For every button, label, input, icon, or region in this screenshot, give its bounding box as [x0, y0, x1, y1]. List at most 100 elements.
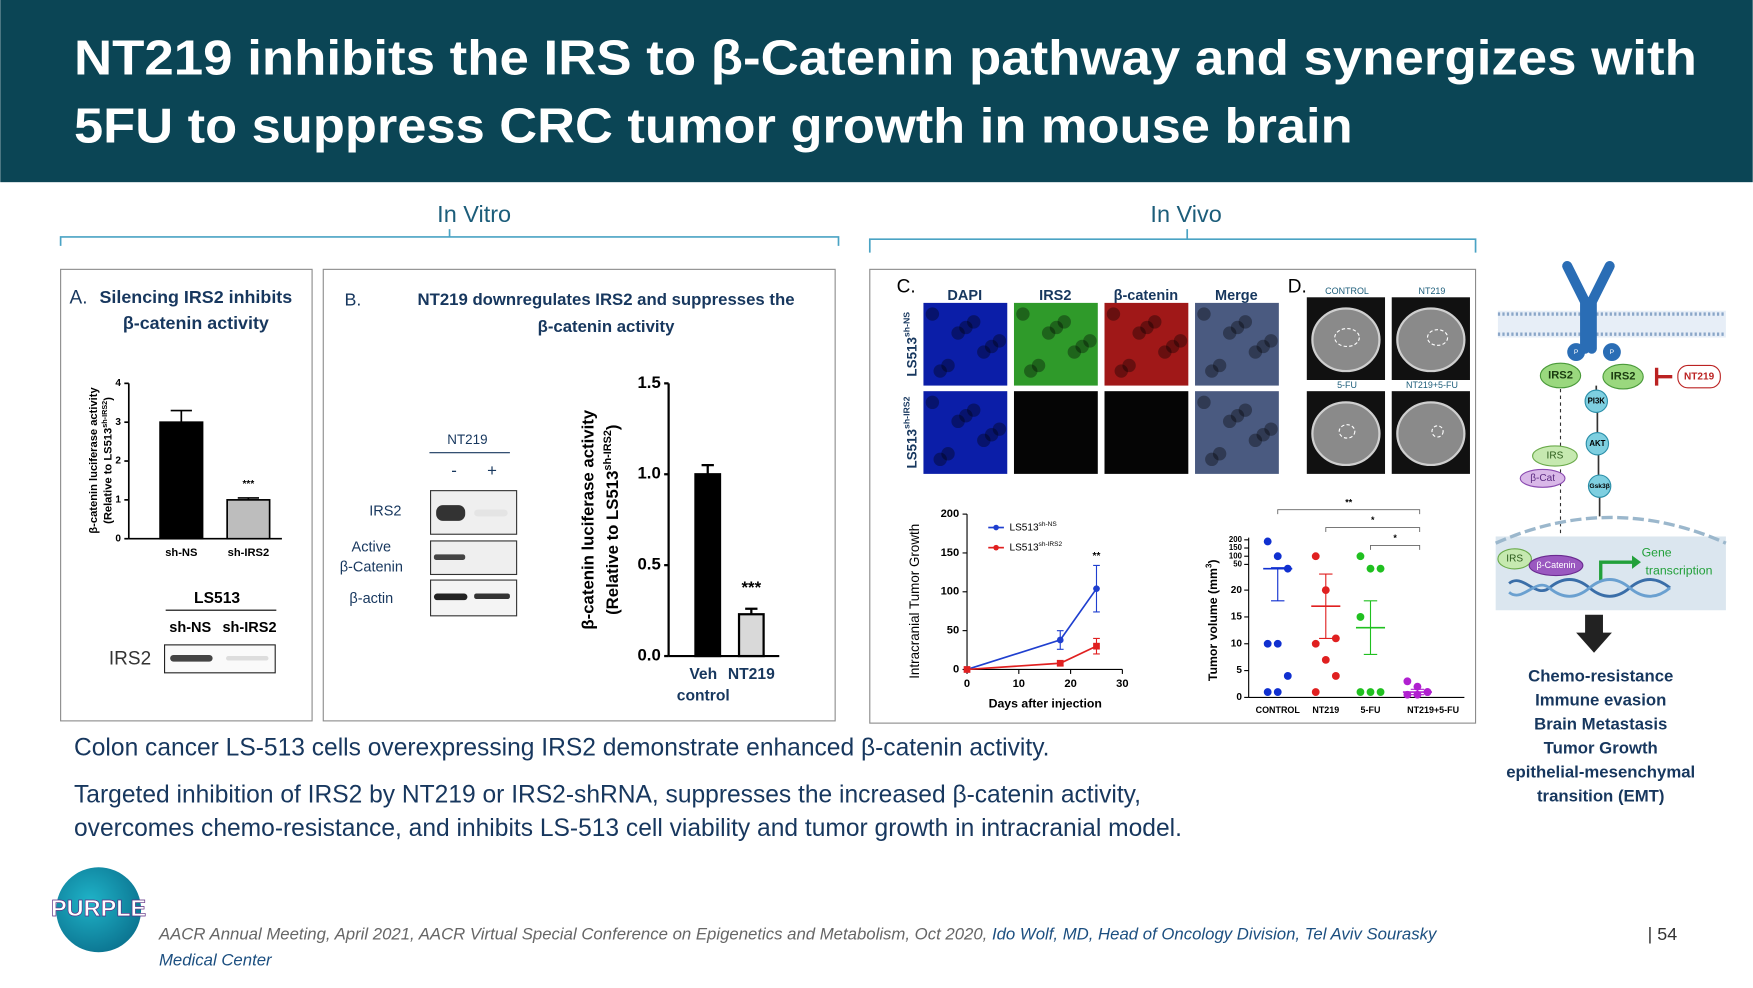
- marker: [1056, 659, 1064, 667]
- y-tick-label: 0.0: [637, 645, 660, 664]
- micrograph-texture: [1230, 409, 1245, 423]
- mri-tumor: [1431, 425, 1444, 438]
- node-label: IRS: [1506, 553, 1523, 564]
- micrograph-texture: [1041, 326, 1056, 340]
- blot-row: β-actin: [349, 591, 393, 607]
- micrograph: [923, 302, 1008, 386]
- y-axis-label: Tumor volume (mm3): [1205, 559, 1220, 681]
- point: [1376, 688, 1385, 696]
- micrograph-texture: [1205, 452, 1219, 467]
- point: [1331, 634, 1340, 643]
- y-axis-label-part: β-catenin luciferase activity: [579, 409, 598, 629]
- blot-lane: sh-IRS2: [222, 620, 276, 636]
- micrograph-texture: [1256, 339, 1270, 354]
- column-label: β-catenin: [1114, 288, 1179, 304]
- micrograph-texture: [1197, 395, 1211, 410]
- micrograph-texture: [1264, 422, 1278, 436]
- line: [966, 588, 1098, 671]
- y-axis-label-part: ): [1206, 559, 1220, 563]
- x-tick-label: 10: [1013, 678, 1025, 690]
- point: [1273, 639, 1282, 648]
- blot-lane: sh-NS: [169, 620, 211, 636]
- blot-band: [170, 654, 213, 662]
- y-tick-label: 3: [115, 417, 121, 428]
- y-axis-label-part: (Relative to LS513: [603, 471, 622, 615]
- panel-letter: D.: [1288, 276, 1307, 297]
- micrograph-texture: [1057, 315, 1071, 329]
- citation-part: AACR Annual Meeting, April 2021, AACR Vi…: [158, 925, 992, 944]
- row-label: LS513sh-IRS2: [902, 396, 919, 468]
- micrograph-texture: [1132, 326, 1146, 340]
- body-text: Targeted inhibition of IRS2 by NT219 or …: [74, 781, 1141, 808]
- panel-letter: C.: [897, 276, 916, 297]
- point: [1273, 688, 1282, 696]
- row-label-part: LS513: [904, 337, 919, 377]
- sem-bar: [1410, 688, 1425, 696]
- pathway: P P IRS2 IRS2 NT219 PI3K AKT Gsk3β IRS β…: [1494, 260, 1727, 653]
- sem-bar: [1271, 567, 1285, 602]
- image-label: 5-FU: [1337, 380, 1357, 390]
- y-tick-label: 150: [1229, 543, 1243, 552]
- micrograph-texture: [959, 320, 973, 335]
- x-tick-label: control: [677, 687, 730, 704]
- micrograph-texture: [1256, 428, 1270, 442]
- body-text: Colon cancer LS-513 cells overexpressing…: [74, 734, 1049, 761]
- y-tick-label: 1.0: [637, 464, 660, 483]
- node-label: P: [1574, 349, 1579, 356]
- outcomes: Chemo-resistance Immune evasion Brain Meta…: [1506, 667, 1695, 806]
- y-tick-label: 0.5: [637, 555, 660, 574]
- error-bar: [170, 409, 192, 423]
- nuclear-envelope: [1494, 515, 1727, 545]
- annotation: ***: [243, 479, 255, 490]
- node-label: Gene: [1642, 545, 1672, 559]
- micrograph-texture: [1212, 358, 1227, 373]
- significance-bracket: [1325, 527, 1421, 532]
- micrograph-texture: [1024, 364, 1038, 378]
- y-axis-label: (Relative to LS513sh-IRS2): [100, 397, 115, 524]
- mri-brain: [1396, 307, 1466, 373]
- citation: AACR Annual Meeting, April 2021, AACR Vi…: [158, 925, 1438, 944]
- panel-title: NT219 downregulates IRS2 and suppresses …: [418, 290, 795, 309]
- micrograph-texture: [1158, 345, 1172, 359]
- panel-frame: [60, 268, 313, 722]
- y-tick-label: 0: [1236, 692, 1242, 703]
- micrograph-texture: [1122, 358, 1136, 373]
- outcome: Chemo-resistance: [1528, 667, 1673, 686]
- x-tick-label: sh-IRS2: [228, 547, 270, 559]
- micrograph-texture: [1264, 334, 1278, 348]
- blot-lane: -: [451, 461, 457, 480]
- point: [1403, 677, 1412, 686]
- blot-band: [436, 505, 466, 521]
- mri-tumor: [1334, 328, 1360, 348]
- point: [1273, 552, 1282, 561]
- y-tick-label: 2: [115, 456, 121, 467]
- irs2-node: [1602, 363, 1644, 390]
- marker: [963, 666, 971, 673]
- micrograph-texture: [951, 326, 965, 340]
- citation: Medical Center: [159, 951, 273, 970]
- y-tick-label: 200: [1229, 535, 1243, 544]
- mri-brain: [1311, 307, 1381, 373]
- page-number: | 54: [1648, 924, 1678, 944]
- micrograph-texture: [1049, 320, 1064, 335]
- y-tick-label: 1: [115, 495, 121, 506]
- row-label-part: sh-NS: [902, 312, 912, 337]
- micrograph-texture: [977, 345, 991, 359]
- node-label: NT219: [1684, 371, 1715, 382]
- legend-label: LS513sh-NS: [1010, 521, 1058, 533]
- significance-bracket: [1370, 544, 1421, 550]
- node-label: IRS: [1547, 451, 1564, 462]
- point: [1356, 613, 1365, 621]
- point: [1356, 688, 1365, 696]
- panel-title: β-catenin activity: [123, 313, 269, 333]
- legend-marker: [993, 524, 999, 531]
- blot-row: β-Catenin: [340, 560, 403, 576]
- x-tick-label: Veh: [689, 666, 717, 683]
- y-tick-label: 20: [1231, 585, 1243, 596]
- dna: [1508, 578, 1671, 598]
- y-tick-label: 10: [1231, 638, 1243, 649]
- logo: [56, 867, 142, 953]
- blot-lane: +: [487, 461, 497, 480]
- micrograph-texture: [1075, 339, 1089, 354]
- blot-row: IRS2: [369, 504, 401, 520]
